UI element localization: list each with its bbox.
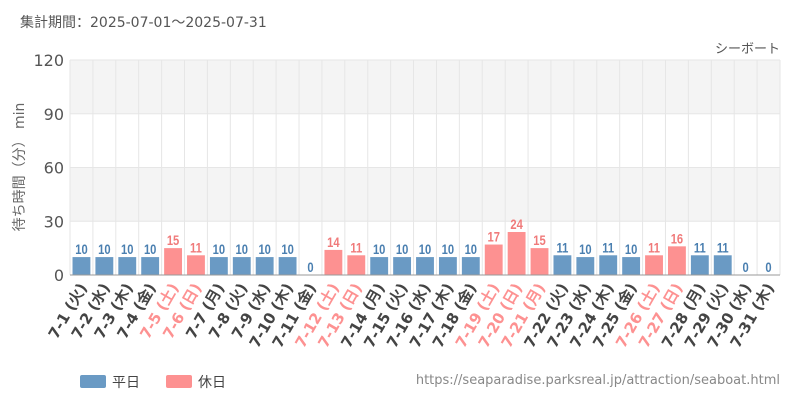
data-label: 10 [579,242,591,257]
data-label: 17 [487,229,499,244]
legend-label-holiday: 休日 [198,375,226,391]
data-label: 10 [75,242,87,257]
data-label: 10 [98,242,110,257]
bar [232,257,251,275]
y-axis-label: 待ち時間（分） min [12,103,28,232]
bar [599,255,618,275]
bar [255,257,274,275]
data-label: 11 [694,240,706,255]
source-url[interactable]: https://seaparadise.parksreal.jp/attract… [415,373,780,388]
data-label: 10 [144,242,156,257]
bar [484,244,503,275]
bar [713,255,732,275]
bar-series [72,232,732,275]
data-label: 10 [281,242,293,257]
plot-band [70,113,780,168]
bar [347,255,366,275]
data-label: 14 [327,235,339,250]
bar [622,257,641,275]
chart-title: シーボート [715,42,780,57]
data-label: 15 [533,233,545,248]
data-label: 11 [557,240,569,255]
period-label: 集計期間：2025-07-01～2025-07-31 [20,15,267,31]
bar [576,257,595,275]
bar [164,248,182,275]
bar [416,257,434,275]
data-label: 10 [465,242,477,257]
bar [438,257,457,275]
data-label: 24 [510,217,522,232]
bar [530,248,549,275]
bar [690,255,709,275]
data-label: 10 [213,242,225,257]
data-label: 11 [190,240,202,255]
bar [278,257,297,275]
legend: 平日 休日 [80,375,226,391]
bar [95,257,114,275]
y-tick-label: 120 [33,51,64,70]
data-label: 16 [671,231,683,246]
legend-swatch-holiday [166,375,192,388]
data-label: 0 [765,260,771,275]
bar [324,249,343,275]
y-tick-label: 0 [54,266,64,285]
plot-band [70,60,780,114]
data-labels: 10 10 10 10 15 11 10 10 10 10 0 14 11 10 10 10 10 10 17 24 1… [75,217,771,275]
data-label: 10 [625,242,637,257]
data-label: 0 [743,260,749,275]
data-label: 10 [442,242,454,257]
bar [187,255,205,275]
bar [553,255,572,275]
data-label: 11 [602,240,614,255]
legend-label-weekday: 平日 [112,375,140,391]
data-label: 10 [258,242,270,257]
grid-lines [69,59,781,276]
y-tick-label: 60 [44,159,64,178]
data-label: 10 [396,242,408,257]
bar [118,257,137,275]
legend-swatch-weekday [80,375,106,388]
bar [370,257,389,275]
data-label: 11 [648,240,660,255]
bar [72,257,91,275]
data-label: 11 [350,240,362,255]
data-label: 10 [121,242,133,257]
bar [393,257,412,275]
y-tick-label: 90 [44,105,64,124]
bar [668,246,686,275]
bar [507,232,526,275]
bar [645,255,663,275]
bar [141,257,160,275]
data-label: 10 [373,242,385,257]
x-axis-ticks: 7-1 (火)7-2 (水)7-3 (木)7-4 (金)7-5 (土)7-6 (… [45,280,778,351]
y-axis-ticks: 0 30 60 90 120 [33,51,64,285]
bar [461,257,480,275]
bar [209,257,228,275]
data-label: 10 [236,242,248,257]
data-label: 10 [419,242,431,257]
plot-band [70,167,780,222]
data-label: 11 [717,240,729,255]
y-tick-label: 30 [44,212,64,231]
data-label: 0 [307,260,313,275]
data-label: 15 [167,233,179,248]
